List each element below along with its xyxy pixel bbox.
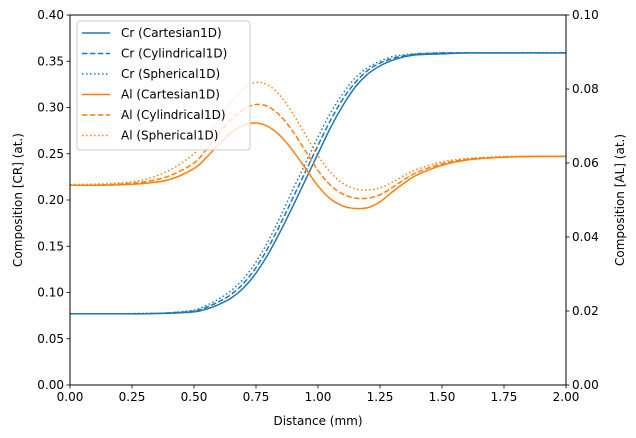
series-lines [69, 52, 567, 315]
x-tick-label: 0.75 [243, 390, 270, 404]
legend-label: Cr (Spherical1D) [121, 67, 220, 81]
legend-label: Cr (Cylindrical1D) [121, 47, 227, 61]
y-left-tick-label: 0.00 [37, 378, 64, 392]
y-left-tick-label: 0.30 [37, 101, 64, 115]
axis-ticks: 0.00 0.25 0.50 0.75 1.00 1.25 1.50 1.75 2.000.00… [37, 8, 598, 404]
y-right-tick-label: 0.10 [572, 8, 599, 22]
y-axis-left-title: Composition [CR] (at.) [11, 133, 25, 267]
y-right-tick-label: 0.02 [572, 304, 599, 318]
series-line-5 [69, 103, 567, 200]
y-right-tick-label: 0.04 [572, 230, 599, 244]
x-tick-label: 2.00 [553, 390, 580, 404]
legend-label: Al (Cylindrical1D) [121, 108, 226, 122]
legend-label: Cr (Cartesian1D) [121, 26, 222, 40]
y-right-tick-label: 0.08 [572, 82, 599, 96]
y-left-tick-label: 0.35 [37, 54, 64, 68]
y-left-tick-label: 0.10 [37, 286, 64, 300]
legend-box [76, 20, 251, 151]
y-left-tick-label: 0.15 [37, 239, 64, 253]
legend-label: Al (Cartesian1D) [121, 88, 220, 102]
y-right-tick-label: 0.00 [572, 378, 599, 392]
y-left-tick-label: 0.20 [37, 193, 64, 207]
x-tick-label: 1.25 [367, 390, 394, 404]
x-tick-label: 0.00 [57, 390, 84, 404]
x-axis-title: Distance (mm) [273, 414, 362, 428]
y-left-tick-label: 0.25 [37, 147, 64, 161]
series-line-4 [69, 122, 567, 210]
x-tick-label: 1.00 [305, 390, 332, 404]
y-right-tick-label: 0.06 [572, 156, 599, 170]
series-line-3 [70, 52, 566, 315]
series-line-6 [69, 81, 566, 191]
x-tick-label: 1.75 [491, 390, 518, 404]
legend: Cr (Cartesian1D) Cr (Cylindrical1D) Cr (Sp… [76, 20, 251, 151]
x-tick-label: 1.50 [429, 390, 456, 404]
x-tick-label: 0.25 [119, 390, 146, 404]
x-tick-label: 0.50 [181, 390, 208, 404]
legend-label: Al (Spherical1D) [121, 129, 218, 143]
y-axis-right-title: Composition [AL] (at.) [613, 134, 627, 266]
series-line-1 [70, 52, 566, 315]
y-left-tick-label: 0.40 [37, 8, 64, 22]
y-left-tick-label: 0.05 [37, 332, 64, 346]
